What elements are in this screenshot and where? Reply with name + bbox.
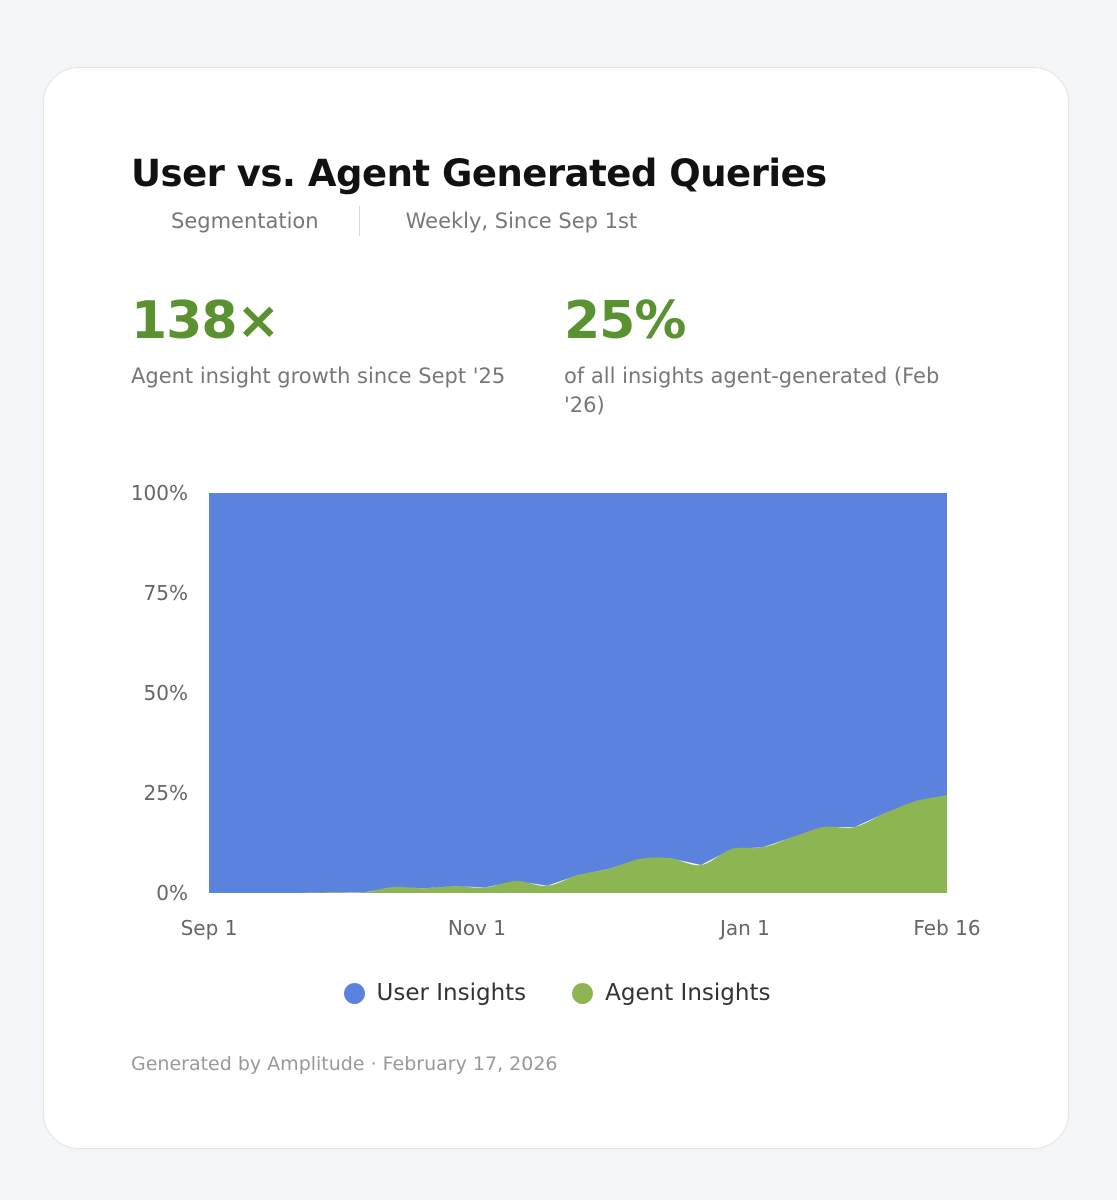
stat-growth-label: Agent insight growth since Sept '25 (131, 364, 506, 388)
y-tick-label: 0% (156, 881, 188, 905)
chart-legend: User Insights Agent Insights (44, 980, 1070, 1006)
stat-share: 25% of all insights agent-generated (Feb… (564, 290, 944, 420)
legend-dot-user (343, 982, 365, 1004)
legend-item-user[interactable]: User Insights (343, 980, 527, 1006)
stat-share-label: of all insights agent-generated (Feb '26… (564, 364, 940, 417)
y-tick-label: 100% (131, 481, 188, 505)
x-tick-label: Nov 1 (448, 916, 506, 940)
chart-period-label: Weekly, Since Sep 1st (405, 209, 638, 233)
legend-label-user: User Insights (376, 980, 527, 1006)
y-tick-label: 25% (144, 781, 188, 805)
y-tick-label: 75% (144, 581, 188, 605)
chart-title: User vs. Agent Generated Queries (131, 152, 827, 195)
stat-growth: 138× Agent insight growth since Sept '25 (131, 290, 511, 391)
stat-growth-value: 138× (131, 291, 280, 351)
y-tick-label: 50% (144, 681, 188, 705)
legend-item-agent[interactable]: Agent Insights (572, 980, 770, 1006)
x-tick-label: Feb 16 (913, 916, 980, 940)
chart-meta: Segmentation Weekly, Since Sep 1st (171, 206, 637, 236)
footer-generated: Generated by Amplitude · February 17, 20… (131, 1053, 558, 1075)
legend-label-agent: Agent Insights (605, 980, 771, 1006)
x-tick-label: Sep 1 (181, 916, 238, 940)
x-tick-label: Jan 1 (718, 916, 770, 940)
chart-card: User vs. Agent Generated Queries Segment… (43, 67, 1069, 1149)
meta-divider (358, 206, 360, 236)
series-area-agent-insights (209, 795, 947, 894)
series-area-user-insights (209, 493, 947, 893)
stat-share-value: 25% (564, 291, 686, 351)
legend-dot-agent (572, 982, 594, 1004)
stacked-area-chart: 100% 75% 50% 25% 0% Sep 1 Nov 1 Jan 1 Feb 16 (131, 481, 981, 940)
chart-type-label: Segmentation (171, 209, 319, 233)
